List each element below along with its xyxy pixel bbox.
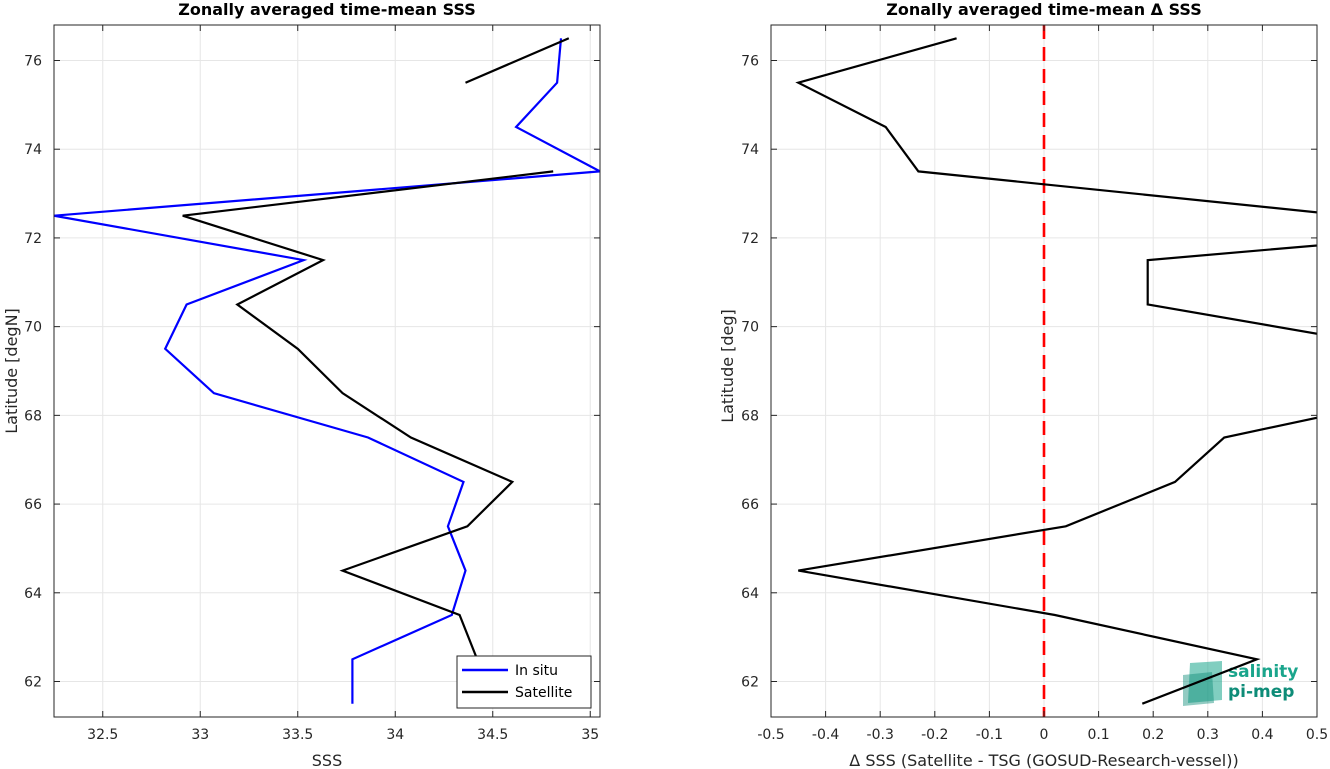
right-chart-title: Zonally averaged time-mean Δ SSS (886, 0, 1202, 19)
logo-mark (1188, 661, 1222, 703)
left-x-tick-label: 35 (581, 727, 599, 743)
right-y-tick-label: 66 (741, 497, 759, 513)
right-y-tick-label: 76 (741, 53, 759, 69)
left-y-tick-label: 70 (24, 320, 42, 336)
left-y-tick-label: 62 (24, 675, 42, 691)
legend: In situ Satellite (456, 655, 592, 709)
logo-text-salinity: salinity (1228, 662, 1298, 682)
logo-text-pi-mep: pi-mep (1228, 682, 1294, 702)
right-x-tick-label: -0.1 (976, 727, 1003, 743)
left-series-group (54, 37, 600, 704)
left-chart-title: Zonally averaged time-mean SSS (178, 0, 476, 19)
right-series-group (795, 37, 1317, 705)
right-x-tick-label: 0 (1040, 727, 1049, 743)
right-y-tick-label: 64 (741, 586, 759, 602)
right-chart-panel: salinity pi-mep -0.5 -0.4 -0.3 -0.2 -0.1 0 0.1… (718, 0, 1328, 769)
right-x-tick-label: 0.3 (1197, 727, 1219, 743)
right-y-tick-label: 72 (741, 231, 759, 247)
legend-satellite-label: Satellite (515, 685, 572, 701)
right-ticks: -0.5 -0.4 -0.3 -0.2 -0.1 0 0.1 0.2 0.3 0.4 0.5 62 64… (741, 25, 1328, 743)
right-x-tick-label: 0.5 (1306, 727, 1328, 743)
right-y-tick-label: 70 (741, 320, 759, 336)
left-y-tick-label: 72 (24, 231, 42, 247)
legend-box (456, 655, 592, 709)
right-x-tick-label: 0.1 (1087, 727, 1109, 743)
right-x-tick-label: -0.5 (757, 727, 784, 743)
left-series-satellite-line (465, 37, 570, 84)
left-x-axis-label: SSS (312, 751, 342, 769)
legend-in-situ-label: In situ (515, 663, 558, 679)
left-chart-panel: 32.5 33 33.5 34 34.5 35 62 64 66 68 70 72 74 76 Zonal… (2, 0, 601, 769)
right-x-tick-label: -0.4 (812, 727, 839, 743)
left-x-tick-label: 34.5 (477, 727, 508, 743)
left-y-axis-label: Latitude [degN] (2, 308, 21, 434)
salinity-pi-mep-logo: salinity pi-mep (1183, 661, 1298, 706)
left-x-tick-label: 33.5 (282, 727, 313, 743)
left-x-tick-label: 32.5 (87, 727, 118, 743)
right-x-tick-label: 0.4 (1251, 727, 1273, 743)
right-y-tick-label: 68 (741, 408, 759, 424)
left-grid (54, 25, 600, 717)
left-series-satellite-line (182, 170, 554, 704)
right-y-tick-label: 74 (741, 142, 759, 158)
right-series-delta-sss-line (795, 37, 1317, 705)
right-y-axis-label: Latitude [deg] (718, 309, 737, 423)
right-x-tick-label: -0.2 (921, 727, 948, 743)
right-x-tick-label: -0.3 (867, 727, 894, 743)
left-y-tick-label: 66 (24, 497, 42, 513)
right-x-tick-label: 0.2 (1142, 727, 1164, 743)
left-y-tick-label: 68 (24, 408, 42, 424)
left-y-tick-label: 76 (24, 53, 42, 69)
left-ticks: 32.5 33 33.5 34 34.5 35 62 64 66 68 70 72 74 76 (24, 25, 600, 743)
right-x-axis-label: Δ SSS (Satellite - TSG (GOSUD-Research-v… (849, 751, 1238, 769)
left-y-tick-label: 74 (24, 142, 42, 158)
left-y-tick-label: 64 (24, 586, 42, 602)
left-x-tick-label: 34 (386, 727, 404, 743)
left-series-in-situ-line (54, 38, 600, 704)
right-y-tick-label: 62 (741, 675, 759, 691)
left-x-tick-label: 33 (191, 727, 209, 743)
